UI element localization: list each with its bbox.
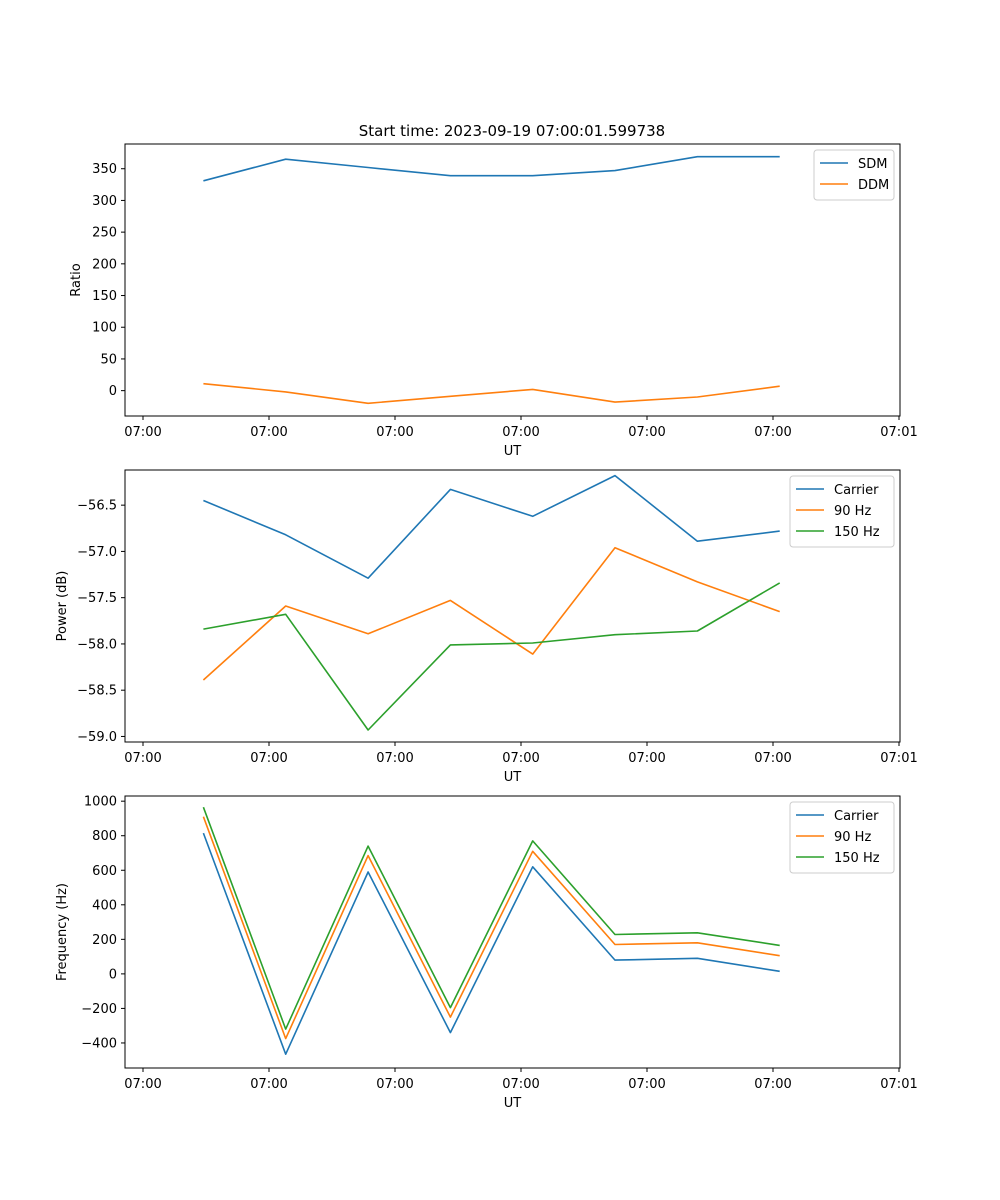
y-tick-label: 200 bbox=[92, 257, 117, 272]
axes-frame bbox=[124, 795, 901, 1069]
legend-label: Carrier bbox=[834, 809, 879, 824]
y-tick-label: −400 bbox=[81, 1036, 117, 1051]
x-tick-label: 07:00 bbox=[250, 1077, 287, 1092]
y-tick-label: 0 bbox=[109, 967, 117, 982]
x-axis-label: UT bbox=[504, 1096, 522, 1111]
x-tick-label: 07:00 bbox=[628, 1077, 665, 1092]
x-tick-label: 07:00 bbox=[754, 1077, 791, 1092]
series-line-carrier bbox=[202, 832, 780, 1055]
y-tick-label: 300 bbox=[92, 194, 117, 209]
y-tick-label: 400 bbox=[92, 898, 117, 913]
y-tick-label: 250 bbox=[92, 226, 117, 241]
y-tick-label: 100 bbox=[92, 321, 117, 336]
y-tick-label: 150 bbox=[92, 289, 117, 304]
series-line-ddm bbox=[203, 382, 780, 405]
x-axis-label: UT bbox=[504, 770, 522, 785]
y-tick-label: −56.5 bbox=[77, 499, 117, 514]
x-tick-label: 07:00 bbox=[376, 751, 413, 766]
x-tick-label: 07:00 bbox=[124, 751, 161, 766]
series-line-150-hz bbox=[203, 582, 781, 731]
series-line-carrier bbox=[203, 474, 780, 580]
x-tick-label: 07:01 bbox=[880, 1077, 917, 1092]
subplot-frequency: 07:00 07:00 07:00 07:00 07:00 07:00 07:01 UT −40… bbox=[55, 795, 918, 1111]
x-tick-label: 07:00 bbox=[376, 425, 413, 440]
y-tick-label: 800 bbox=[92, 829, 117, 844]
x-tick-label: 07:01 bbox=[880, 425, 917, 440]
y-tick-label: 0 bbox=[109, 384, 117, 399]
legend-label: 90 Hz bbox=[834, 504, 871, 519]
figure-title: Start time: 2023-09-19 07:00:01.599738 bbox=[359, 122, 665, 140]
x-tick-label: 07:00 bbox=[502, 425, 539, 440]
y-tick-label: −57.0 bbox=[77, 545, 117, 560]
axes-frame bbox=[124, 469, 901, 743]
y-axis-label: Frequency (Hz) bbox=[55, 883, 70, 981]
y-axis-label: Ratio bbox=[69, 263, 84, 296]
y-tick-label: 200 bbox=[92, 933, 117, 948]
series-line-sdm bbox=[203, 155, 780, 182]
x-tick-label: 07:00 bbox=[502, 751, 539, 766]
x-tick-label: 07:00 bbox=[250, 425, 287, 440]
x-tick-label: 07:00 bbox=[124, 425, 161, 440]
series-line-90-hz bbox=[202, 816, 780, 1040]
y-tick-label: −58.0 bbox=[77, 637, 117, 652]
x-tick-label: 07:00 bbox=[376, 1077, 413, 1092]
y-tick-label: −57.5 bbox=[77, 591, 117, 606]
x-tick-label: 07:00 bbox=[628, 425, 665, 440]
x-tick-label: 07:00 bbox=[502, 1077, 539, 1092]
x-tick-label: 07:00 bbox=[628, 751, 665, 766]
y-tick-label: −200 bbox=[81, 1002, 117, 1017]
subplot-power: 07:00 07:00 07:00 07:00 07:00 07:00 07:01 UT −59… bbox=[55, 469, 918, 785]
y-tick-label: 50 bbox=[100, 352, 117, 367]
x-tick-label: 07:00 bbox=[124, 1077, 161, 1092]
x-tick-label: 07:00 bbox=[754, 425, 791, 440]
y-tick-label: 350 bbox=[92, 162, 117, 177]
y-tick-label: 1000 bbox=[84, 795, 117, 810]
legend-box bbox=[789, 801, 895, 874]
x-tick-label: 07:01 bbox=[880, 751, 917, 766]
series-line-90-hz bbox=[202, 546, 780, 681]
x-tick-label: 07:00 bbox=[754, 751, 791, 766]
legend-label: SDM bbox=[858, 157, 887, 172]
legend-label: 150 Hz bbox=[834, 525, 880, 540]
y-tick-label: −59.0 bbox=[77, 730, 117, 745]
legend-box bbox=[789, 475, 895, 548]
series-line-150-hz bbox=[202, 806, 780, 1030]
y-axis-label: Power (dB) bbox=[55, 571, 70, 642]
axes-frame bbox=[124, 143, 901, 417]
legend-label: DDM bbox=[858, 178, 889, 193]
subplot-ratio: 07:00 07:00 07:00 07:00 07:00 07:00 07:01 UT 0 50… bbox=[69, 143, 918, 459]
legend-label: Carrier bbox=[834, 483, 879, 498]
x-tick-label: 07:00 bbox=[250, 751, 287, 766]
y-tick-label: −58.5 bbox=[77, 684, 117, 699]
legend-label: 150 Hz bbox=[834, 851, 880, 866]
x-axis-label: UT bbox=[504, 444, 522, 459]
y-tick-label: 600 bbox=[92, 864, 117, 879]
legend-label: 90 Hz bbox=[834, 830, 871, 845]
